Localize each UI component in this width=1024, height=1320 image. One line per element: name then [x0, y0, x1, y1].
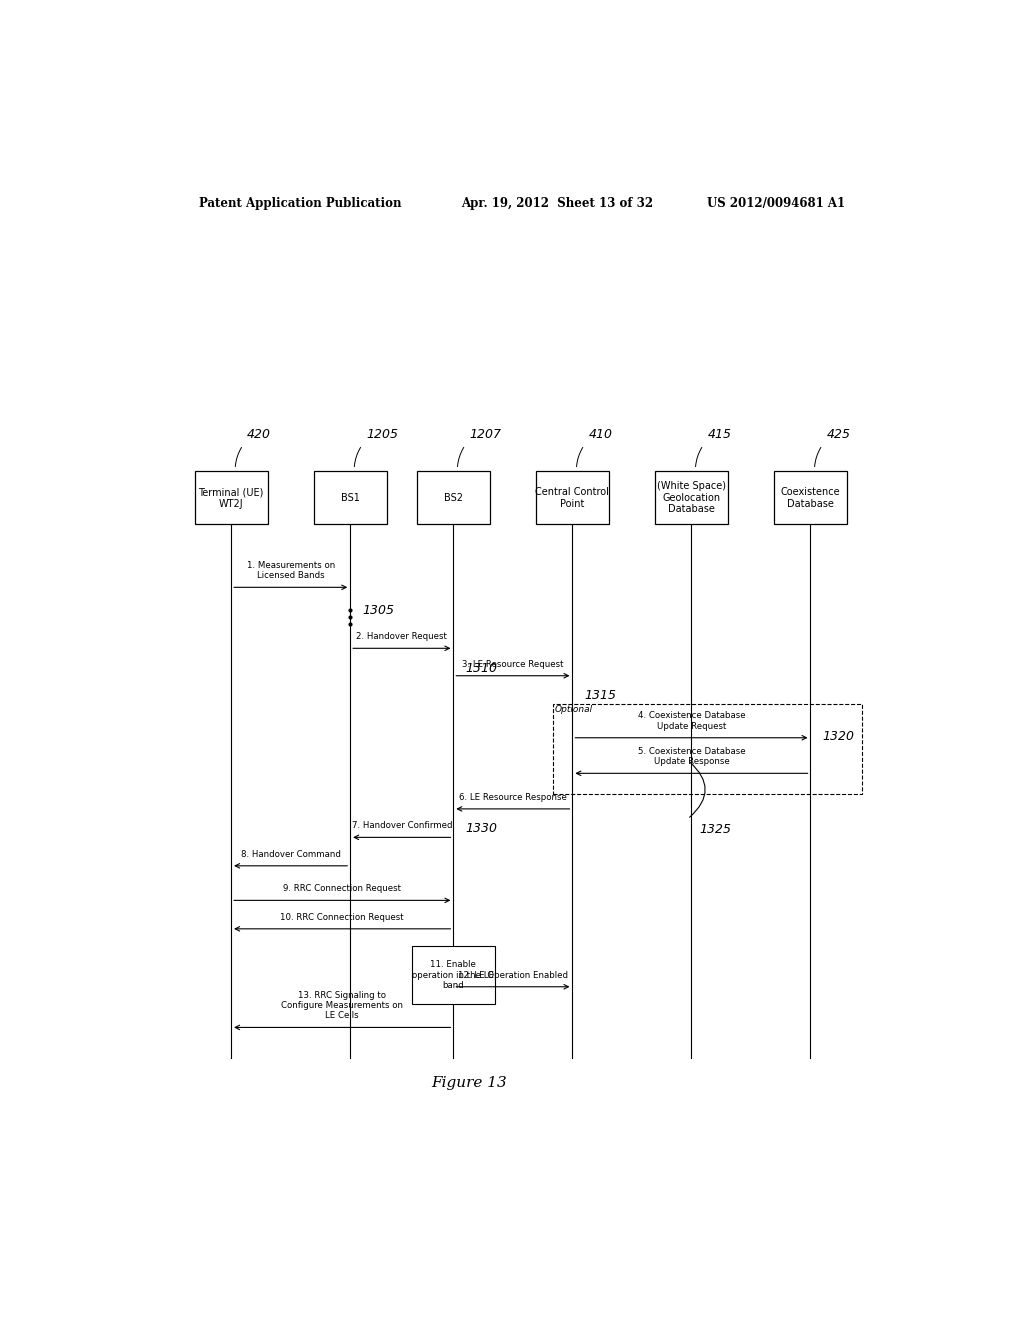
FancyBboxPatch shape — [195, 471, 267, 524]
Text: 12. LE Operation Enabled: 12. LE Operation Enabled — [458, 970, 568, 979]
FancyBboxPatch shape — [417, 471, 489, 524]
Text: US 2012/0094681 A1: US 2012/0094681 A1 — [708, 197, 846, 210]
Text: Apr. 19, 2012  Sheet 13 of 32: Apr. 19, 2012 Sheet 13 of 32 — [461, 197, 653, 210]
Text: 4. Coexistence Database
Update Request: 4. Coexistence Database Update Request — [638, 711, 745, 731]
Text: 1. Measurements on
Licensed Bands: 1. Measurements on Licensed Bands — [247, 561, 335, 581]
Text: Terminal (UE)
WT2J: Terminal (UE) WT2J — [199, 487, 264, 508]
Text: 1310: 1310 — [465, 661, 498, 675]
Text: 1315: 1315 — [585, 689, 616, 702]
Text: 9. RRC Connection Request: 9. RRC Connection Request — [284, 884, 401, 894]
Text: 7. Handover Confirmed: 7. Handover Confirmed — [351, 821, 452, 830]
Text: 3. LE Resource Request: 3. LE Resource Request — [462, 660, 563, 669]
Text: Patent Application Publication: Patent Application Publication — [200, 197, 402, 210]
Text: 420: 420 — [247, 428, 271, 441]
Text: 1207: 1207 — [469, 428, 502, 441]
Text: Optional: Optional — [555, 705, 593, 714]
Text: Central Control
Point: Central Control Point — [536, 487, 609, 508]
Text: 11. Enable
operation in the LE
band: 11. Enable operation in the LE band — [413, 960, 495, 990]
Text: 1320: 1320 — [822, 730, 854, 743]
Text: 1325: 1325 — [699, 822, 731, 836]
Bar — [412, 946, 495, 1005]
Text: 1330: 1330 — [465, 822, 498, 836]
Text: Coexistence
Database: Coexistence Database — [780, 487, 841, 508]
Text: 6. LE Resource Response: 6. LE Resource Response — [459, 793, 567, 801]
Text: 410: 410 — [588, 428, 612, 441]
Text: 8. Handover Command: 8. Handover Command — [241, 850, 341, 859]
Text: 1305: 1305 — [362, 603, 394, 616]
Bar — [553, 704, 862, 793]
FancyBboxPatch shape — [313, 471, 387, 524]
Text: Figure 13: Figure 13 — [431, 1076, 507, 1090]
FancyBboxPatch shape — [655, 471, 728, 524]
Text: 415: 415 — [708, 428, 731, 441]
Text: (White Space)
Geolocation
Database: (White Space) Geolocation Database — [657, 482, 726, 515]
Text: 13. RRC Signaling to
Configure Measurements on
LE Cells: 13. RRC Signaling to Configure Measureme… — [282, 990, 403, 1020]
Text: 1205: 1205 — [367, 428, 398, 441]
FancyBboxPatch shape — [774, 471, 847, 524]
Text: 2. Handover Request: 2. Handover Request — [356, 632, 447, 642]
FancyBboxPatch shape — [536, 471, 609, 524]
Text: 425: 425 — [826, 428, 850, 441]
Text: BS2: BS2 — [443, 492, 463, 503]
Text: 5. Coexistence Database
Update Response: 5. Coexistence Database Update Response — [638, 747, 745, 766]
Text: 10. RRC Connection Request: 10. RRC Connection Request — [281, 912, 404, 921]
Text: BS1: BS1 — [341, 492, 359, 503]
